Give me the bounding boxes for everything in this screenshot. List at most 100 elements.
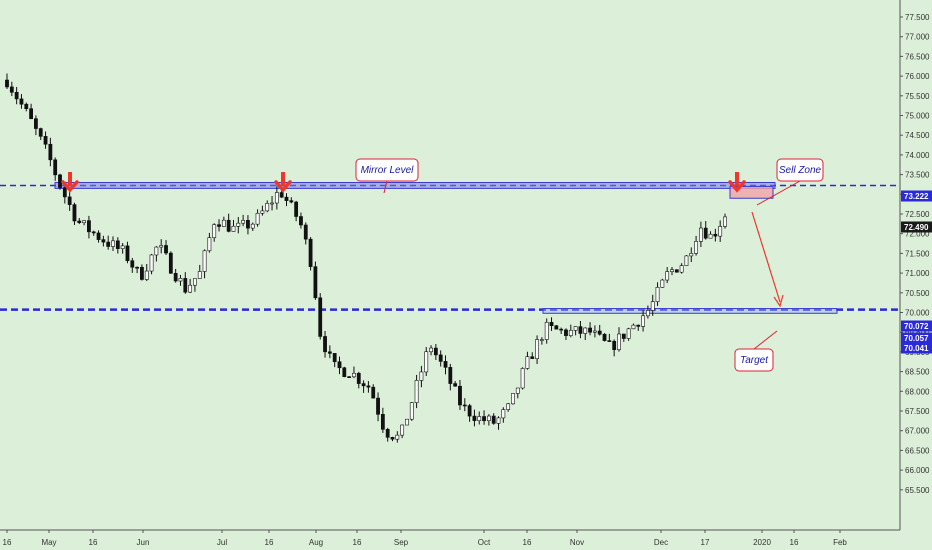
candle [626,327,631,341]
candle [544,318,549,344]
candle-body [578,326,583,334]
note-box [776,158,824,182]
candle [231,219,236,232]
y-tick-label: 73.500 [905,171,930,180]
candle [631,323,636,330]
y-tick-label: 66.000 [905,466,930,475]
candle [670,266,674,276]
candle-body [376,397,380,415]
candle [699,221,703,248]
candle-body [414,380,419,403]
candle-body [631,324,636,330]
candle [241,214,246,227]
candle-body [197,271,202,279]
candle [515,387,520,399]
candle-body [193,278,197,286]
candle [111,236,115,251]
x-tick-label: Oct [478,538,491,547]
y-tick-label: 68.000 [905,387,930,396]
x-tick-label: 16 [89,538,98,547]
candle [636,324,641,331]
candle-body [380,414,385,430]
candle [713,228,718,242]
price-tag-label: 70.057 [904,334,929,343]
candle-body [202,250,207,272]
candle [703,221,708,240]
candle-body [183,278,188,293]
candle-body [670,269,674,272]
candle [72,202,77,225]
candle-body [713,233,718,237]
candle-body [564,329,568,336]
candle [48,137,53,167]
candle [62,185,67,204]
candle [419,365,424,388]
candle-body [188,284,193,293]
target-note: Target [734,330,778,372]
candle-body [318,297,323,337]
candle [125,241,130,264]
annotations: Mirror Level Sell Zone Target [355,158,824,372]
note-text: Mirror Level [361,165,415,176]
note-text: Target [740,355,769,366]
price-tag: 70.072 [901,320,932,332]
candle [568,324,573,338]
candle-body [313,266,318,299]
candle [274,186,279,210]
candle-body [289,200,294,203]
candle [250,222,255,232]
candle-body [303,224,308,240]
candle [371,384,376,399]
candle-body [130,260,135,268]
x-tick-label: Feb [833,538,847,547]
candle [482,410,486,425]
candle-body [265,203,270,212]
candle [539,337,544,345]
last-price-box [901,221,932,233]
candle [723,213,727,229]
candle-body [438,354,443,362]
y-tick-label: 76.500 [905,52,930,61]
candle [82,220,87,226]
candle [173,268,178,283]
candle [559,327,564,335]
candle-body [356,372,361,384]
candle-body [694,241,698,254]
candle [530,352,535,359]
candle [612,339,617,357]
candle-body [588,327,592,333]
candle [140,264,144,281]
candle [154,246,159,262]
candle [424,347,429,377]
candle [9,81,14,97]
candle [400,424,405,439]
candle [679,263,684,274]
candle [318,293,323,340]
y-tick-label: 75.500 [905,92,930,101]
candle [67,191,72,211]
candle-body [385,429,390,438]
candle [265,200,270,213]
candle [617,327,621,352]
candle [221,216,226,227]
candle-body [573,326,578,331]
candle [217,219,221,232]
price-tag-box [901,332,932,344]
x-tick-label: Nov [570,538,584,547]
candle [645,305,650,319]
y-tick-label: 71.000 [905,269,930,278]
candle [458,379,462,411]
candle-body [168,252,173,274]
candles [5,73,727,443]
candle-body [520,368,525,389]
candle-body [655,287,660,302]
candle [520,367,525,390]
candle-body [67,196,72,205]
note-connector [383,180,388,194]
candle-body [255,212,260,225]
candle [573,326,578,336]
y-tick-label: 68.500 [905,368,930,377]
candle-body [549,322,554,327]
candle-body [91,231,96,234]
